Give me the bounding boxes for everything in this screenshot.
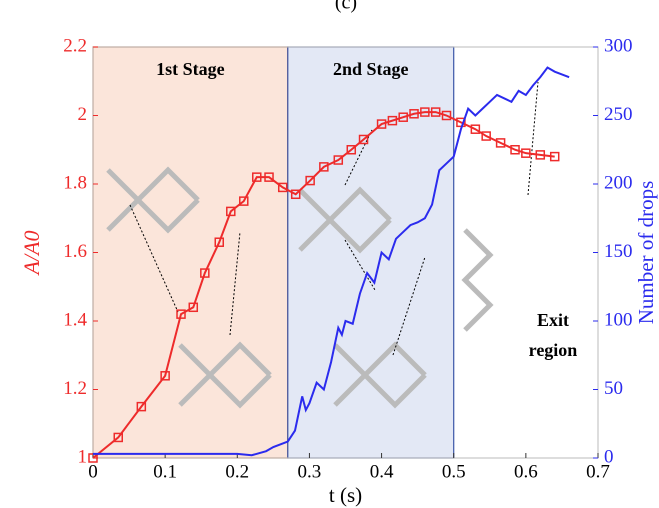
y-tick-label: 1 — [78, 446, 88, 467]
annotation: region — [529, 340, 578, 360]
lattice-inset — [461, 228, 494, 332]
x-tick-label: 0.7 — [586, 461, 610, 482]
point-marker — [376, 119, 387, 129]
point-marker — [290, 189, 301, 200]
point-marker — [409, 109, 419, 119]
point-marker — [113, 432, 123, 443]
point-marker — [441, 110, 452, 121]
x-tick-label: 0.3 — [298, 461, 322, 482]
y-tick-label: 1.8 — [63, 172, 87, 193]
point-marker — [521, 148, 531, 158]
inset-images — [106, 166, 494, 409]
point-marker — [226, 206, 236, 217]
y2-tick-label: 100 — [604, 309, 633, 330]
y-tick-label: 1.6 — [63, 241, 87, 262]
arrow — [229, 231, 241, 336]
point-marker — [535, 150, 546, 160]
x-tick-label: 0.2 — [225, 461, 249, 482]
y2-tick-label: 50 — [604, 378, 623, 399]
x-tick-label: 0.6 — [514, 461, 538, 482]
series-line — [93, 66, 570, 457]
point-marker — [398, 112, 408, 122]
point-marker — [481, 131, 491, 141]
lattice-inset — [333, 341, 427, 409]
point-marker — [136, 401, 147, 412]
annotation: Exit — [537, 310, 569, 330]
y2-tick-label: 200 — [604, 172, 633, 193]
lattice-inset — [178, 341, 272, 409]
x-tick-label: 0 — [88, 461, 98, 482]
y2-axis-label: Number of drops — [634, 181, 658, 324]
point-marker — [239, 196, 249, 206]
lattice-inset — [298, 186, 392, 254]
point-marker — [358, 134, 369, 145]
point-marker — [333, 155, 344, 165]
stage-label: 2nd Stage — [333, 59, 409, 79]
y-tick-label: 1.2 — [63, 378, 87, 399]
x-tick-label: 0.1 — [153, 461, 177, 482]
point-marker — [200, 268, 210, 278]
point-marker — [160, 371, 170, 381]
point-marker — [470, 124, 481, 134]
y2-tick-label: 0 — [604, 446, 614, 467]
y2-tick-label: 150 — [604, 241, 633, 262]
point-marker — [277, 182, 288, 193]
point-marker — [346, 145, 357, 155]
point-marker — [252, 172, 262, 182]
arrow — [392, 256, 426, 356]
point-marker — [319, 162, 329, 172]
point-marker — [176, 309, 186, 319]
lattice-inset — [106, 166, 200, 234]
y-tick-label: 2.2 — [63, 35, 87, 56]
y2-tick-label: 250 — [604, 104, 633, 125]
arrow — [344, 239, 376, 291]
arrow — [129, 204, 179, 313]
point-marker — [420, 107, 430, 117]
annotation-arrows — [129, 81, 539, 356]
x-tick-label: 0.4 — [370, 461, 394, 482]
point-marker — [510, 145, 520, 155]
point-marker — [264, 172, 274, 182]
x-tick-label: 0.5 — [442, 461, 466, 482]
stage-label: 1st Stage — [156, 59, 225, 79]
y-tick-label: 1.4 — [63, 309, 87, 330]
y-tick-label: 2 — [78, 104, 88, 125]
point-marker — [495, 138, 506, 148]
point-marker — [188, 302, 199, 313]
chart-title: (c) — [335, 0, 357, 14]
point-marker — [305, 175, 315, 186]
x-axis-label: t (s) — [329, 483, 362, 507]
point-marker — [387, 115, 398, 126]
y-axis-label: A/A0 — [19, 231, 44, 277]
arrow — [527, 81, 539, 196]
point-marker — [430, 107, 441, 117]
point-marker — [549, 151, 560, 162]
series-line — [92, 111, 555, 459]
y2-tick-label: 300 — [604, 35, 633, 56]
point-marker — [214, 237, 224, 247]
